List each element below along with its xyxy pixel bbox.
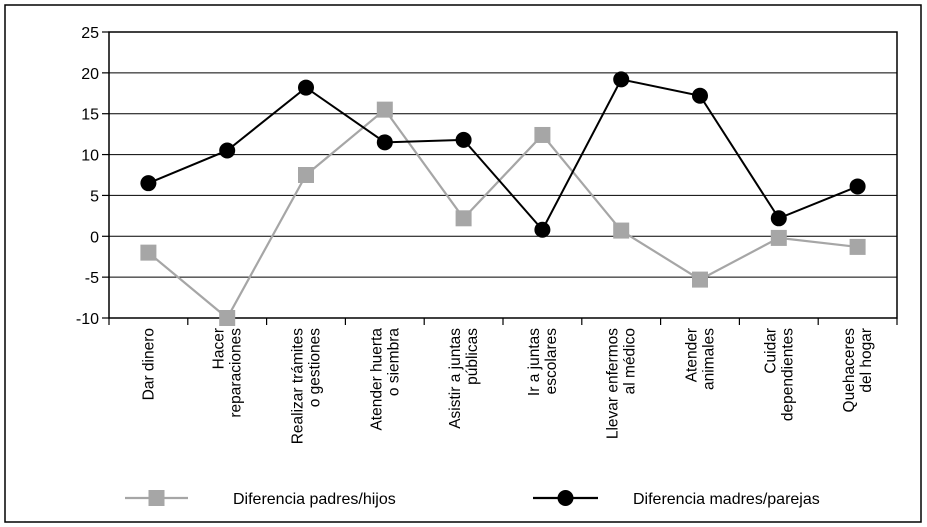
x-category-label: Realizar trámites <box>290 328 307 445</box>
gridlines <box>108 31 898 319</box>
data-point-square <box>849 238 866 255</box>
x-category-label: reparaciones <box>228 328 245 418</box>
x-category-label: o siembra <box>385 328 402 396</box>
y-tick-label: 15 <box>81 107 99 124</box>
legend-label: Diferencia padres/hijos <box>233 491 396 508</box>
series-line <box>147 108 858 320</box>
legend-marker-square <box>148 490 165 506</box>
data-point-circle <box>770 210 787 227</box>
x-category-label: escolares <box>543 328 560 395</box>
data-point-circle <box>455 131 472 148</box>
data-point-circle <box>849 178 866 195</box>
y-tick-label: 25 <box>81 25 99 42</box>
data-point-circle <box>298 79 314 96</box>
data-point-square <box>534 126 551 143</box>
legend-marker-circle <box>557 490 574 506</box>
data-point-square <box>613 222 630 239</box>
series-layer <box>140 71 866 326</box>
data-point-square <box>140 244 157 261</box>
y-tick-label: 0 <box>90 229 99 246</box>
x-category-label: Atender <box>684 328 701 382</box>
y-tick-label: -5 <box>85 270 99 287</box>
data-point-circle <box>692 87 708 104</box>
x-category-label: al médico <box>622 328 639 394</box>
data-point-circle <box>219 142 236 159</box>
x-category-label: Llevar enfermos <box>605 328 622 439</box>
x-axis: Dar dinero Hacer reparaciones Realizar trám… <box>108 318 898 445</box>
y-tick-label: 5 <box>90 188 99 205</box>
x-category-label: Asistir a juntas <box>447 328 464 429</box>
data-point-circle <box>613 71 630 88</box>
x-category-label: públicas <box>464 328 481 385</box>
x-category-label: del hogar <box>858 328 875 393</box>
data-point-square <box>376 101 393 118</box>
data-point-square <box>692 271 708 288</box>
data-point-circle <box>376 134 393 151</box>
y-tick-label: -10 <box>76 311 99 328</box>
x-category-label: Ir a juntas <box>526 328 543 396</box>
x-category-label: Hacer <box>211 328 228 369</box>
x-category-label: Atender huerta <box>368 328 385 431</box>
x-category-label: dependientes <box>779 328 796 421</box>
y-axis-ticks: 25 20 15 10 5 0 -5 -10 <box>76 25 109 328</box>
x-category-label: Cuidar <box>762 328 779 374</box>
x-category-label: Dar dinero <box>140 328 157 400</box>
legend: Diferencia padres/hijos Diferencia madres… <box>125 490 820 508</box>
data-point-square <box>298 167 314 183</box>
data-point-circle <box>534 221 551 238</box>
x-category-label: o gestiones <box>307 328 324 408</box>
series-line <box>148 78 858 232</box>
y-tick-label: 20 <box>81 66 99 83</box>
legend-label: Diferencia madres/parejas <box>633 491 820 508</box>
x-category-label: Quehaceres <box>841 328 858 413</box>
data-point-square <box>219 310 236 326</box>
data-point-square <box>455 210 472 227</box>
x-category-label: animales <box>701 328 718 390</box>
outer-frame <box>4 4 922 523</box>
data-point-square <box>770 229 787 246</box>
y-tick-label: 10 <box>81 148 99 165</box>
data-point-circle <box>140 175 157 192</box>
